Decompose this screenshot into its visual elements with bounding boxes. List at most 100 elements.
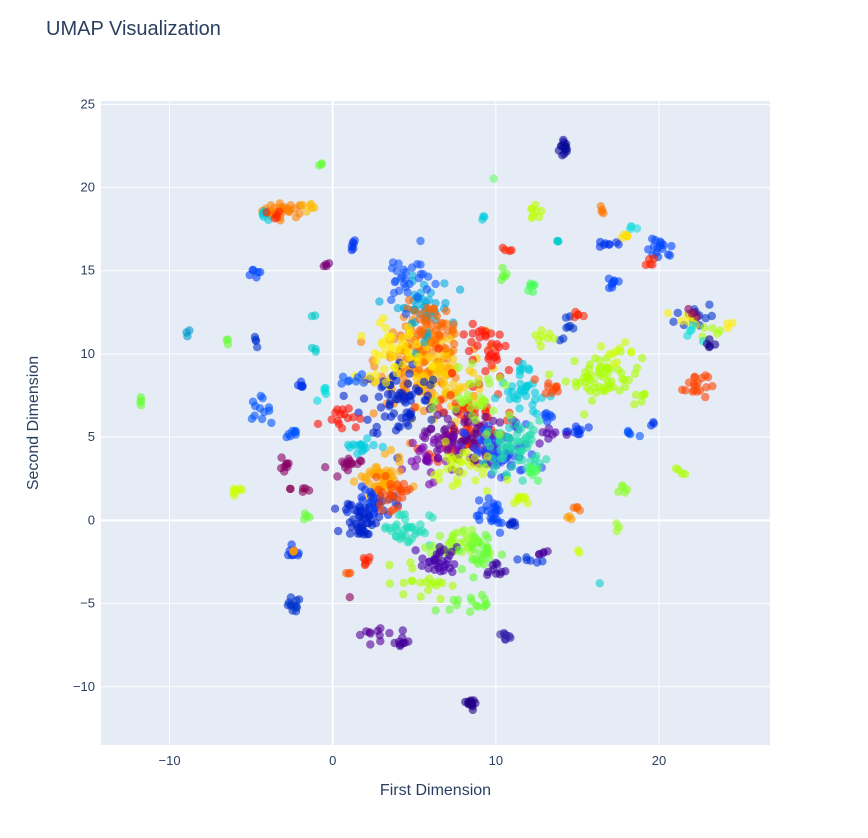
scatter-point	[394, 259, 403, 268]
scatter-point	[487, 339, 496, 348]
scatter-point	[462, 532, 471, 541]
scatter-point	[619, 230, 629, 239]
scatter-point	[441, 344, 451, 353]
scatter-point	[398, 493, 407, 502]
scatter-point	[469, 573, 478, 582]
scatter-point	[223, 340, 233, 349]
scatter-point	[366, 640, 375, 649]
scatter-point	[543, 547, 552, 556]
scatter-point	[404, 348, 413, 357]
scatter-point	[515, 404, 524, 413]
scatter-point	[502, 432, 512, 442]
scatter-point	[418, 554, 427, 563]
scatter-point	[420, 543, 430, 552]
scatter-point	[492, 352, 501, 361]
scatter-point	[532, 451, 541, 461]
scatter-point	[533, 464, 543, 473]
scatter-point	[399, 578, 408, 588]
scatter-point	[530, 388, 540, 397]
scatter-point	[479, 602, 488, 611]
scatter-point	[477, 506, 486, 515]
scatter-point	[272, 210, 281, 220]
scatter-point	[434, 321, 443, 330]
scatter-point	[522, 443, 532, 452]
scatter-point	[414, 386, 424, 396]
scatter-point	[571, 378, 580, 387]
scatter-point	[394, 511, 403, 520]
scatter-point	[514, 492, 523, 502]
scatter-point	[440, 369, 449, 379]
scatter-point	[585, 375, 594, 385]
scatter-point	[448, 567, 457, 577]
scatter-point	[380, 412, 390, 421]
scatter-point	[701, 392, 710, 402]
scatter-point	[399, 590, 408, 599]
scatter-point	[580, 368, 590, 377]
scatter-point	[356, 414, 365, 423]
scatter-point	[383, 496, 392, 505]
scatter-point	[448, 354, 458, 363]
scatter-point	[511, 521, 520, 530]
scatter-point	[398, 360, 407, 369]
scatter-point	[428, 513, 437, 522]
scatter-point	[674, 465, 683, 475]
scatter-point	[448, 325, 457, 334]
scatter-point	[401, 531, 410, 540]
y-tick-label: 0	[88, 512, 95, 527]
scatter-point	[480, 594, 489, 604]
scatter-point	[398, 389, 407, 398]
scatter-point	[363, 434, 372, 443]
scatter-point	[449, 595, 458, 605]
scatter-point	[496, 570, 505, 579]
scatter-point	[448, 581, 457, 590]
scatter-point	[590, 383, 599, 393]
scatter-point	[460, 418, 469, 427]
scatter-point	[381, 472, 390, 481]
scatter-point	[416, 520, 425, 529]
scatter-point	[531, 330, 540, 340]
scatter-point	[431, 606, 440, 615]
scatter-point	[359, 530, 369, 539]
scatter-point	[664, 308, 673, 318]
scatter-point	[289, 547, 298, 556]
x-tick-label: 10	[489, 753, 503, 768]
scatter-point	[413, 292, 422, 302]
scatter-point	[526, 556, 535, 565]
scatter-point	[522, 382, 531, 391]
scatter-point	[286, 593, 296, 602]
scatter-point	[313, 419, 323, 429]
scatter-point	[617, 368, 626, 377]
scatter-point	[398, 272, 407, 281]
scatter-point	[707, 311, 716, 321]
scatter-point	[535, 416, 544, 425]
scatter-point	[566, 321, 575, 331]
scatter-point	[357, 493, 366, 502]
scatter-point	[467, 525, 476, 535]
scatter-point	[430, 435, 439, 444]
scatter-point	[524, 286, 533, 295]
scatter-point	[584, 423, 593, 432]
scatter-point	[432, 311, 442, 321]
scatter-point	[449, 432, 458, 441]
scatter-point	[404, 330, 414, 340]
scatter-point	[561, 139, 571, 149]
scatter-point	[435, 577, 444, 586]
scatter-point	[470, 453, 480, 463]
scatter-point	[428, 375, 438, 384]
scatter-point	[525, 365, 534, 375]
scatter-point	[418, 526, 427, 536]
scatter-point	[349, 440, 358, 449]
scatter-point	[536, 342, 546, 351]
scatter-point	[495, 330, 504, 339]
scatter-point	[404, 296, 414, 305]
scatter-point	[454, 363, 463, 372]
scatter-point	[375, 297, 384, 306]
scatter-point	[353, 529, 362, 538]
scatter-point	[344, 569, 353, 578]
scatter-point	[460, 383, 469, 392]
scatter-point	[512, 429, 522, 439]
scatter-point	[298, 200, 307, 210]
scatter-point	[333, 416, 342, 426]
scatter-point	[684, 304, 693, 314]
